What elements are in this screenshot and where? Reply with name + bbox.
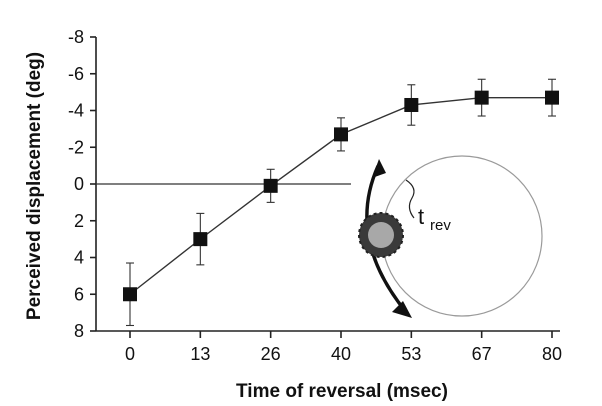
x-tick-label: 13 (190, 344, 210, 364)
inset-label-t: t (418, 204, 424, 229)
inset-arrowhead-bottom (392, 301, 412, 318)
inset-label-rev: rev (430, 217, 451, 234)
y-tick-label: 4 (74, 248, 84, 268)
x-axis-title: Time of reversal (msec) (236, 381, 448, 402)
y-tick-label: 0 (74, 174, 84, 194)
data-series (123, 78, 559, 327)
y-tick-label: -6 (68, 64, 84, 84)
data-point-marker (404, 97, 419, 112)
inset-stimulus (358, 212, 404, 258)
data-point-marker (334, 127, 348, 142)
y-axis-title: Perceived displacement (deg) (24, 52, 45, 320)
data-point-marker (193, 232, 208, 247)
x-tick-label: 26 (261, 344, 281, 364)
x-tick-label: 0 (125, 344, 135, 364)
data-point-marker (263, 178, 278, 193)
data-point-marker (474, 90, 489, 105)
y-tick-label: 2 (74, 211, 84, 231)
y-tick-label: -4 (68, 101, 84, 121)
inset-pointer-line (405, 179, 415, 219)
data-point-marker (545, 90, 559, 105)
inset-diagram: t rev (358, 155, 543, 318)
inset-arrowhead-top (372, 159, 386, 178)
data-point-marker (123, 287, 137, 302)
x-tick-label: 53 (401, 344, 421, 364)
x-tick-label: 67 (472, 344, 492, 364)
y-tick-label: 6 (74, 284, 84, 304)
y-tick-label: -2 (68, 137, 84, 157)
x-tick-label: 80 (542, 344, 562, 364)
y-axis-ticks: -8 -6 -4 -2 0 2 4 6 8 (68, 27, 96, 341)
y-tick-label: -8 (68, 27, 84, 47)
x-tick-label: 40 (331, 344, 351, 364)
y-tick-label: 8 (74, 321, 84, 341)
x-axis-ticks: 0 13 26 40 53 67 80 (125, 331, 562, 364)
